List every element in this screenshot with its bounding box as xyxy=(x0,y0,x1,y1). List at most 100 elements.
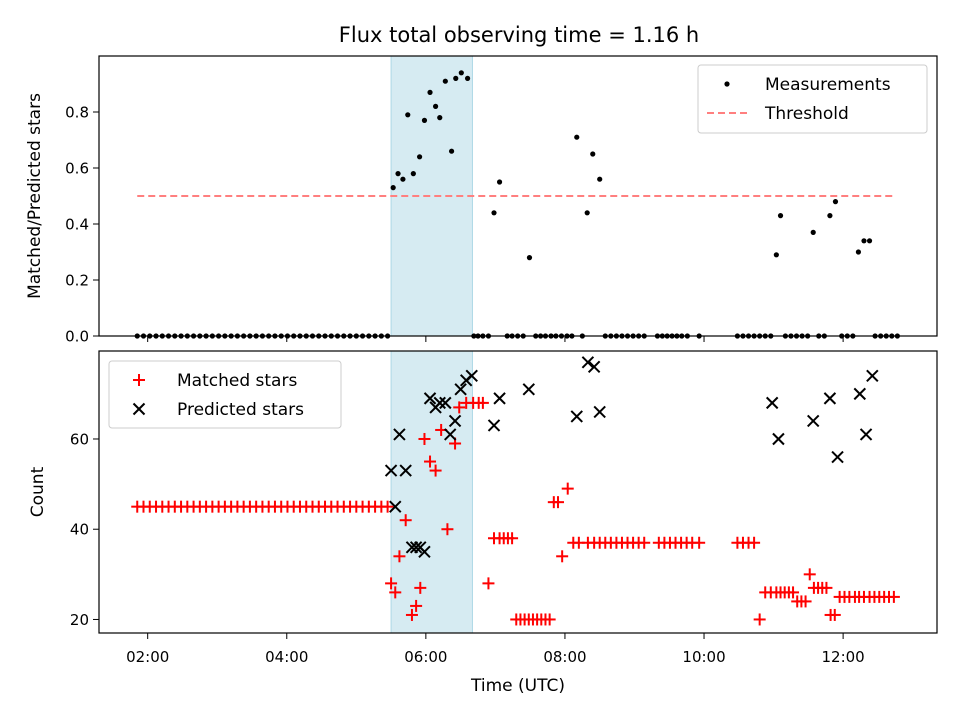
measurement-point xyxy=(453,75,459,81)
predicted-point xyxy=(418,545,431,558)
predicted-point xyxy=(570,410,583,423)
top-axes-frame xyxy=(98,55,938,337)
matched-point xyxy=(424,455,437,468)
measurement-point xyxy=(590,151,596,157)
legend-label-threshold: Threshold xyxy=(764,104,849,124)
predicted-point xyxy=(433,396,446,410)
top-legend-box xyxy=(697,64,928,134)
measurement-point xyxy=(400,176,406,182)
matched-stars-series xyxy=(131,396,900,626)
matched-point xyxy=(828,608,841,621)
measurement-point xyxy=(827,213,833,219)
panel-count: 20 40 60 02:00 04:00 06:00 08:00 10:00 12:00 Co… xyxy=(28,350,938,696)
measurement-point xyxy=(416,154,423,160)
measurement-point xyxy=(405,112,411,118)
measurements-series xyxy=(134,70,900,339)
matched-point xyxy=(638,536,651,549)
predicted-point xyxy=(831,450,844,464)
predicted-point xyxy=(448,414,462,428)
matched-point xyxy=(753,613,766,626)
legend-marker-measurements xyxy=(724,81,730,87)
measurement-point xyxy=(390,185,396,191)
measurement-point xyxy=(773,252,779,258)
predicted-point xyxy=(389,500,402,513)
matched-point xyxy=(748,536,761,549)
matched-point xyxy=(385,577,398,590)
matched-point xyxy=(787,586,800,599)
bottom-y-axis: 20 40 60 xyxy=(70,430,99,629)
predicted-point xyxy=(454,383,467,396)
matched-point xyxy=(381,500,394,513)
y-tick-label: 0.4 xyxy=(65,216,89,234)
measurement-point xyxy=(574,134,580,140)
predicted-stars-series xyxy=(384,356,879,558)
matched-point xyxy=(389,586,402,599)
matched-point xyxy=(476,396,489,409)
measurement-point xyxy=(442,78,448,84)
legend-marker-predicted xyxy=(132,402,146,416)
predicted-point xyxy=(587,360,601,373)
measurement-point xyxy=(810,229,816,235)
y-tick-label: 60 xyxy=(70,430,89,448)
matched-point xyxy=(561,482,574,495)
predicted-point xyxy=(487,419,501,432)
y-tick-label: 0.6 xyxy=(65,160,89,178)
predicted-point xyxy=(493,392,506,405)
predicted-point xyxy=(866,369,879,383)
predicted-point xyxy=(522,383,535,396)
x-tick-label: 02:00 xyxy=(126,648,169,666)
x-tick-label: 12:00 xyxy=(821,648,864,666)
bottom-legend-box xyxy=(108,360,342,429)
top-y-axis-label: Matched/Predicted stars xyxy=(25,93,45,299)
matched-point xyxy=(441,523,454,536)
matched-point xyxy=(887,590,900,603)
matched-point xyxy=(799,595,812,608)
measurement-point xyxy=(464,75,471,81)
predicted-point xyxy=(593,405,606,419)
x-tick-label: 04:00 xyxy=(265,648,308,666)
matched-point xyxy=(551,496,564,509)
matched-point xyxy=(429,464,442,477)
predicted-point xyxy=(465,369,478,383)
matched-point xyxy=(556,550,569,563)
x-axis-label: Time (UTC) xyxy=(470,676,565,696)
x-tick-label: 06:00 xyxy=(404,648,447,666)
matched-point xyxy=(405,608,418,621)
measurement-point xyxy=(421,117,428,123)
predicted-point xyxy=(853,387,867,401)
predicted-point xyxy=(772,432,785,446)
matched-point xyxy=(414,581,427,594)
x-tick-label: 08:00 xyxy=(543,648,586,666)
legend-marker-matched xyxy=(133,374,145,386)
top-legend: Measurements Threshold xyxy=(697,64,928,134)
y-tick-label: 0.8 xyxy=(65,104,89,122)
measurement-point xyxy=(432,103,439,109)
shaded-region xyxy=(390,350,473,634)
measurement-point xyxy=(410,171,416,177)
chart-title: Flux total observing time = 1.16 h xyxy=(339,23,699,47)
matched-point xyxy=(418,432,431,445)
measurement-point xyxy=(395,171,401,177)
measurement-point xyxy=(855,249,862,255)
top-x-ticks xyxy=(147,336,844,342)
panel-ratio: 0.00.20.40.60.8 Matched/Predicted stars … xyxy=(25,55,938,346)
legend-cross xyxy=(132,402,146,416)
predicted-point xyxy=(399,464,412,477)
legend-plus xyxy=(133,374,145,386)
bottom-axes-frame xyxy=(98,350,938,634)
predicted-point xyxy=(765,396,779,410)
matched-point xyxy=(399,514,412,527)
matched-point xyxy=(543,613,556,626)
measurement-point xyxy=(861,238,867,244)
top-y-axis: 0.0 0.2 0.4 0.6 0.8 xyxy=(65,104,99,346)
y-tick-label: 0.0 xyxy=(65,328,89,346)
predicted-point xyxy=(807,414,820,428)
bottom-legend: Matched stars Predicted stars xyxy=(108,360,342,429)
bottom-x-axis: 02:00 04:00 06:00 08:00 10:00 12:00 xyxy=(126,633,865,666)
predicted-point xyxy=(409,541,423,554)
matched-point xyxy=(393,550,406,563)
measurement-point xyxy=(597,176,603,182)
measurement-point xyxy=(584,210,590,216)
predicted-point xyxy=(443,428,457,441)
measurement-point xyxy=(448,148,455,154)
